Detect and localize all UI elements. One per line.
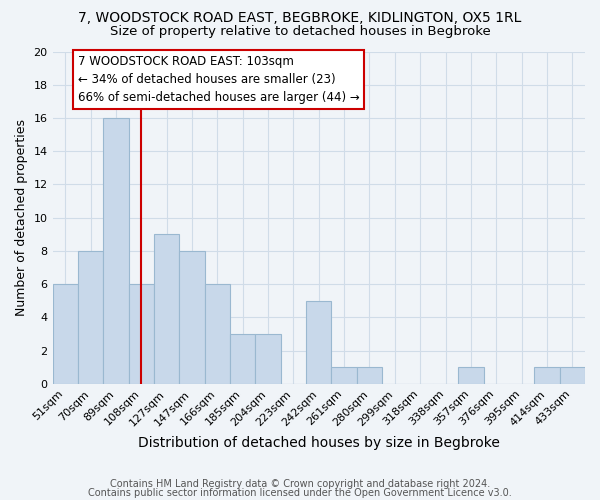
Bar <box>560 367 585 384</box>
Text: Size of property relative to detached houses in Begbroke: Size of property relative to detached ho… <box>110 25 490 38</box>
Bar <box>458 367 484 384</box>
Bar <box>331 367 357 384</box>
Bar <box>103 118 128 384</box>
Bar <box>128 284 154 384</box>
Y-axis label: Number of detached properties: Number of detached properties <box>15 119 28 316</box>
Text: 7, WOODSTOCK ROAD EAST, BEGBROKE, KIDLINGTON, OX5 1RL: 7, WOODSTOCK ROAD EAST, BEGBROKE, KIDLIN… <box>79 11 521 25</box>
Text: Contains HM Land Registry data © Crown copyright and database right 2024.: Contains HM Land Registry data © Crown c… <box>110 479 490 489</box>
Bar <box>256 334 281 384</box>
Bar <box>534 367 560 384</box>
Bar <box>306 300 331 384</box>
Bar <box>357 367 382 384</box>
Bar <box>53 284 78 384</box>
Bar <box>205 284 230 384</box>
X-axis label: Distribution of detached houses by size in Begbroke: Distribution of detached houses by size … <box>138 436 500 450</box>
Bar <box>230 334 256 384</box>
Bar <box>179 251 205 384</box>
Bar <box>154 234 179 384</box>
Text: Contains public sector information licensed under the Open Government Licence v3: Contains public sector information licen… <box>88 488 512 498</box>
Bar <box>78 251 103 384</box>
Text: 7 WOODSTOCK ROAD EAST: 103sqm
← 34% of detached houses are smaller (23)
66% of s: 7 WOODSTOCK ROAD EAST: 103sqm ← 34% of d… <box>78 55 359 104</box>
